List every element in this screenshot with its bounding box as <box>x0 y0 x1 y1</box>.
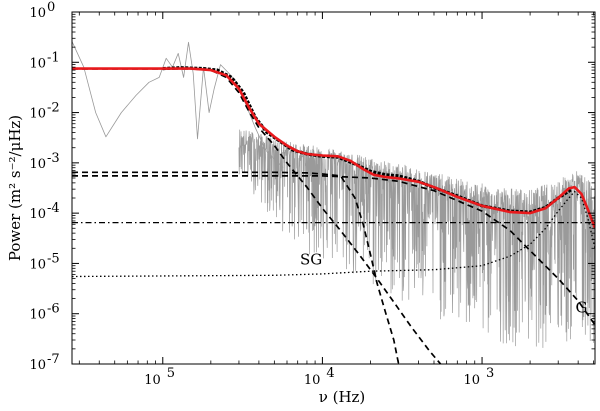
x-axis-label: ν (Hz) <box>319 388 366 406</box>
y-axis-label: Power (m² s⁻²/μHz) <box>6 115 24 261</box>
y-tick-label: 10 <box>29 207 46 222</box>
x-tick-exponent: 3 <box>486 366 494 381</box>
annotation-g: G <box>576 299 588 317</box>
y-tick-exponent: -5 <box>47 251 60 266</box>
series-total-fit <box>72 67 595 229</box>
annotation-sg: SG <box>300 251 322 269</box>
series-granulation-component-sg-a <box>72 68 442 364</box>
y-tick-label: 10 <box>29 157 46 172</box>
annotations: SG G <box>300 251 588 317</box>
y-tick-exponent: -2 <box>47 101 60 116</box>
series-granulation-component-c <box>72 175 595 326</box>
y-tick-label: 10 <box>29 107 46 122</box>
y-tick-exponent: -7 <box>47 352 60 367</box>
y-tick-exponent: -6 <box>47 302 60 317</box>
y-tick-label: 10 <box>29 56 46 71</box>
series-raw-spectrum-high-frequency <box>238 129 595 348</box>
y-tick-exponent: -3 <box>47 151 60 166</box>
y-tick-label: 10 <box>29 308 46 323</box>
y-tick-label: 10 <box>29 6 46 21</box>
ticks-layer <box>72 11 595 365</box>
tick-labels: 10 -710 -610 -510 -410 -310 -210 -110 010 5 10 4 10 3 <box>29 0 494 388</box>
plot-frame <box>71 11 596 365</box>
y-tick-exponent: -1 <box>47 50 60 65</box>
y-tick-label: 10 <box>29 358 46 373</box>
x-tick-label: 10 <box>144 373 161 388</box>
y-tick-exponent: 0 <box>47 0 55 15</box>
x-tick-label: 10 <box>304 373 321 388</box>
x-tick-label: 10 <box>463 373 480 388</box>
x-tick-exponent: 5 <box>167 366 175 381</box>
series-layer <box>72 41 595 364</box>
y-tick-label: 10 <box>29 257 46 272</box>
plot-background <box>72 12 595 364</box>
x-tick-exponent: 4 <box>326 366 334 381</box>
y-tick-exponent: -4 <box>47 201 60 216</box>
